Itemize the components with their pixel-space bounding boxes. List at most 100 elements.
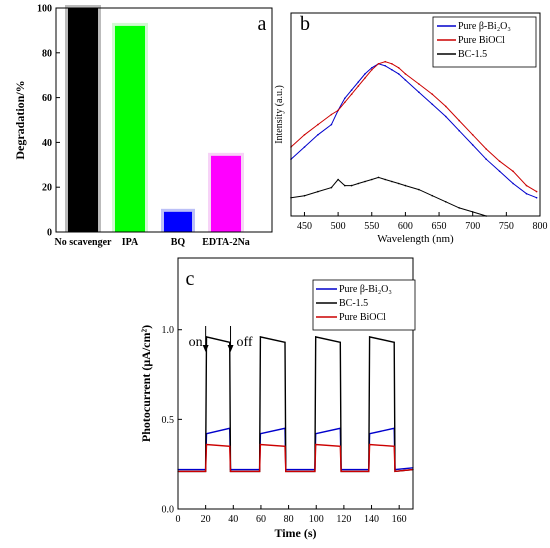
data-point (371, 178, 373, 181)
data-point (485, 158, 488, 160)
data-point (344, 97, 346, 100)
y-tick-label-0: 0 (47, 228, 52, 239)
series-line-0 (290, 63, 537, 199)
x-tick-label-6: 120 (336, 514, 351, 525)
data-point (371, 69, 373, 71)
x-tick-label-1: 20 (201, 514, 211, 525)
data-point (205, 470, 207, 472)
data-point (371, 67, 373, 69)
y-tick-label-4: 80 (42, 48, 52, 59)
data-point (393, 341, 395, 343)
bar-0 (68, 8, 98, 232)
data-point (384, 178, 387, 181)
data-point (317, 134, 319, 136)
data-point (458, 129, 461, 132)
data-point (458, 207, 461, 209)
data-point (364, 77, 366, 79)
data-point (357, 85, 360, 87)
x-tick-label-2: 550 (364, 221, 379, 232)
data-point (315, 336, 317, 338)
data-point (384, 60, 387, 63)
x-tick-label-6: 750 (499, 221, 514, 232)
y-tick-label-2: 40 (42, 138, 52, 149)
series-line-2 (178, 443, 414, 473)
data-point (339, 341, 341, 343)
data-point (337, 109, 339, 112)
x-tick-label-1: IPA (122, 237, 139, 248)
data-point (344, 184, 346, 187)
data-point (498, 170, 501, 173)
data-point (377, 63, 380, 65)
x-tick-label-0: No scavenger (55, 237, 112, 248)
data-point (445, 105, 447, 108)
data-point (384, 65, 387, 67)
data-point (303, 194, 306, 197)
legend-label-1: BC-1.5 (339, 298, 368, 309)
data-point (357, 182, 360, 185)
series-line-2 (290, 176, 487, 217)
data-point (229, 470, 232, 472)
legend-label-2: BC-1.5 (458, 49, 487, 60)
data-point (315, 443, 317, 446)
data-point (535, 196, 538, 199)
data-point (471, 134, 474, 136)
data-point (303, 134, 306, 136)
data-point (431, 103, 434, 106)
x-tick-label-2: 40 (228, 514, 238, 525)
x-tick-label-0: 450 (297, 221, 312, 232)
data-point (498, 160, 501, 162)
data-point (512, 170, 514, 173)
data-point (330, 123, 333, 126)
y-tick-label-1: 0.5 (162, 415, 175, 426)
data-point (471, 144, 474, 146)
data-point (418, 188, 420, 191)
data-point (397, 73, 400, 75)
y-axis-label: Intensity (a.u.) (274, 85, 285, 144)
data-point (445, 115, 447, 118)
data-point (485, 148, 488, 150)
data-point (418, 83, 420, 85)
data-point (259, 470, 261, 472)
series-line-1 (178, 336, 414, 473)
panel-a-frame (55, 7, 273, 233)
bar-3 (211, 155, 241, 232)
data-point (397, 182, 400, 185)
data-point (350, 93, 353, 95)
panel-b-frame (290, 12, 541, 217)
data-point (368, 470, 370, 472)
y-axis-label: Photocurrent (μA/cm²) (139, 325, 153, 442)
x-axis-label: Time (s) (274, 526, 316, 540)
data-point (337, 178, 339, 181)
data-point (377, 176, 380, 179)
data-point (394, 470, 396, 472)
data-point (525, 192, 528, 195)
data-point (431, 93, 434, 95)
x-tick-label-4: 650 (432, 221, 447, 232)
data-point (445, 201, 447, 203)
x-tick-label-8: 160 (392, 514, 407, 525)
panel-c-frame (177, 257, 414, 510)
data-point (404, 73, 407, 75)
annotation-on: on (189, 335, 203, 350)
data-point (512, 182, 514, 185)
x-tick-label-3: EDTA-2Na (202, 237, 250, 248)
x-tick-label-1: 500 (331, 221, 346, 232)
data-point (285, 470, 287, 472)
data-point (369, 443, 371, 446)
data-point (317, 123, 319, 126)
y-tick-label-5: 100 (37, 4, 52, 15)
data-point (340, 470, 342, 472)
data-point (205, 336, 208, 338)
data-point (317, 190, 319, 193)
data-point (330, 113, 333, 116)
x-tick-label-4: 80 (284, 514, 294, 525)
annotation-arrowhead-1 (227, 345, 234, 352)
y-tick-label-1: 20 (42, 183, 52, 194)
data-point (357, 81, 360, 83)
y-tick-label-2: 1.0 (162, 325, 175, 336)
data-point (391, 69, 393, 71)
legend-label-1: Pure BiOCl (458, 35, 505, 46)
data-point (350, 184, 353, 187)
panel-label-a: a (258, 13, 267, 35)
